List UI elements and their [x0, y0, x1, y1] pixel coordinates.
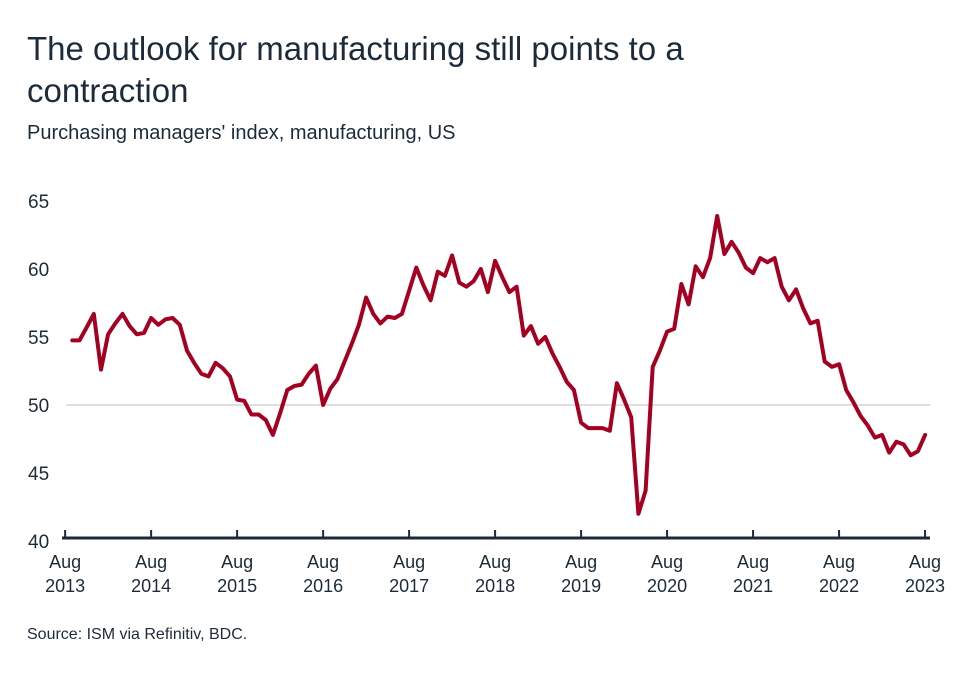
x-tick-year: 2016 [303, 576, 343, 596]
series-group [70, 214, 928, 516]
chart-subtitle: Purchasing managers' index, manufacturin… [27, 122, 456, 144]
y-tick-label: 40 [28, 532, 49, 553]
x-tick-month: Aug [221, 552, 253, 572]
x-tick-month: Aug [49, 552, 81, 572]
x-tick-year: 2015 [217, 576, 257, 596]
x-tick-month: Aug [909, 552, 941, 572]
y-tick-label: 50 [28, 396, 49, 417]
x-tick-month: Aug [135, 552, 167, 572]
x-tick-year: 2021 [733, 576, 773, 596]
x-tick-year: 2020 [647, 576, 687, 596]
chart-title: The outlook for manufacturing still poin… [27, 30, 684, 109]
x-tick-month: Aug [823, 552, 855, 572]
source-note: Source: ISM via Refinitiv, BDC. [27, 626, 248, 643]
x-tick-year: 2019 [561, 576, 601, 596]
x-tick-year: 2018 [475, 576, 515, 596]
y-tick-label: 55 [28, 328, 49, 349]
y-axis-ticks: 40 45 50 55 60 65 [28, 192, 49, 553]
x-tick-year: 2022 [819, 576, 859, 596]
x-tick-month: Aug [651, 552, 683, 572]
x-tick-year: 2023 [905, 576, 945, 596]
x-tick-year: 2013 [45, 576, 85, 596]
x-tick-month: Aug [393, 552, 425, 572]
y-tick-label: 65 [28, 192, 49, 213]
x-tick-year: 2017 [389, 576, 429, 596]
x-axis: Aug 2013 Aug 2014 Aug 2015 Aug 2016 Aug 2017 Aug 20… [45, 530, 945, 596]
y-tick-label: 45 [28, 464, 49, 485]
y-tick-label: 60 [28, 260, 49, 281]
x-tick-year: 2014 [131, 576, 171, 596]
x-tick-month: Aug [565, 552, 597, 572]
x-tick-month: Aug [479, 552, 511, 572]
x-tick-month: Aug [737, 552, 769, 572]
pmi-series-line [70, 214, 928, 516]
x-tick-month: Aug [307, 552, 339, 572]
